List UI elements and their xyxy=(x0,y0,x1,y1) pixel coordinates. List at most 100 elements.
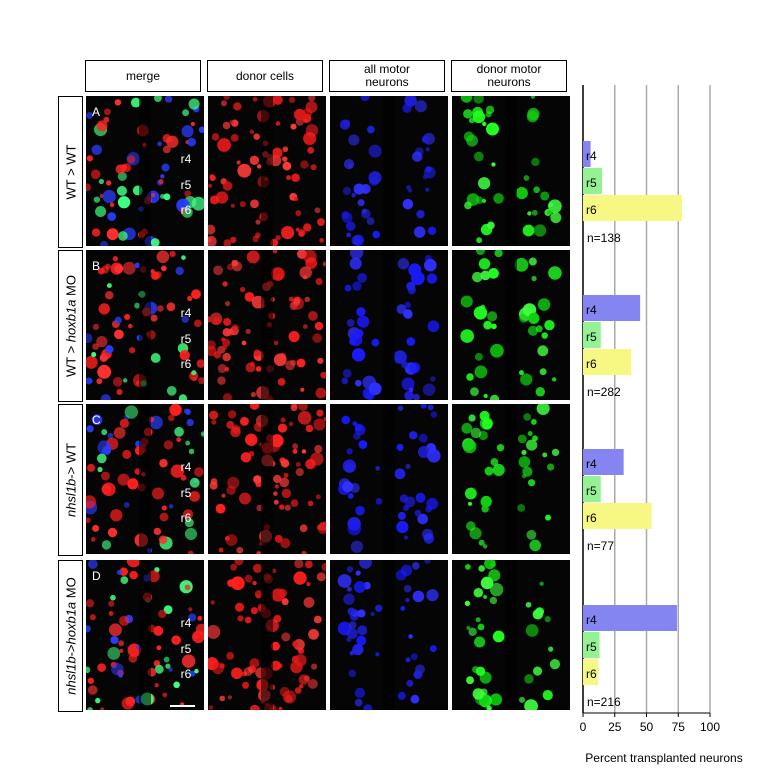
cell xyxy=(224,301,231,307)
cell xyxy=(244,616,252,624)
cell xyxy=(307,146,315,154)
cell xyxy=(106,283,112,289)
cell xyxy=(421,528,434,541)
cell xyxy=(466,676,474,685)
cell xyxy=(396,443,404,451)
micrograph-cells xyxy=(208,96,325,246)
cell xyxy=(357,315,370,328)
cell xyxy=(342,481,354,493)
cell xyxy=(357,272,368,283)
cell xyxy=(356,307,366,317)
cell xyxy=(464,563,471,570)
micrograph-cells xyxy=(460,96,562,246)
cell xyxy=(303,324,308,329)
cell xyxy=(192,376,197,382)
cell xyxy=(91,414,103,426)
bar-label: r5 xyxy=(586,176,597,190)
cell xyxy=(297,410,312,425)
cell xyxy=(239,416,249,426)
cell xyxy=(299,684,304,689)
cell xyxy=(163,440,174,450)
cell xyxy=(405,657,411,663)
cell xyxy=(492,463,505,477)
cell xyxy=(400,606,406,611)
cell xyxy=(116,569,122,575)
cell xyxy=(461,422,473,434)
cell xyxy=(188,613,197,622)
cell xyxy=(483,594,488,599)
cell xyxy=(351,192,356,198)
cell xyxy=(492,630,505,643)
cell xyxy=(357,609,366,618)
cell xyxy=(474,365,488,379)
cell xyxy=(313,615,322,624)
cell xyxy=(317,218,325,226)
cell xyxy=(282,156,288,162)
cell xyxy=(341,377,349,385)
cell xyxy=(402,103,412,113)
cell xyxy=(226,420,235,429)
cell xyxy=(209,173,215,179)
cell xyxy=(227,695,232,700)
cell xyxy=(150,192,156,198)
midline xyxy=(261,404,273,554)
cell xyxy=(416,209,425,219)
cell xyxy=(119,615,130,626)
cell xyxy=(86,517,91,524)
cell xyxy=(478,539,485,546)
cell xyxy=(256,164,262,169)
cell xyxy=(91,352,97,358)
cell xyxy=(278,706,283,710)
cell xyxy=(86,155,93,162)
cell xyxy=(343,119,351,127)
cell xyxy=(209,195,220,205)
cell xyxy=(481,505,489,513)
cell xyxy=(123,502,130,508)
row-label-part: nhsl1b xyxy=(63,656,78,695)
cell xyxy=(87,685,98,695)
bar xyxy=(583,168,603,194)
cell xyxy=(361,208,367,214)
cell xyxy=(349,250,364,260)
row-label-part: hoxb1a xyxy=(63,601,78,645)
cell xyxy=(181,125,194,138)
cell xyxy=(536,404,550,416)
cell xyxy=(522,466,533,477)
cell xyxy=(195,623,204,636)
cell xyxy=(301,449,307,454)
cell xyxy=(342,186,352,196)
cell xyxy=(299,266,312,279)
cell xyxy=(404,301,411,308)
cell xyxy=(466,521,476,531)
bar-label: r4 xyxy=(586,457,597,471)
cell xyxy=(180,208,186,214)
cell xyxy=(249,404,260,410)
cell xyxy=(253,349,261,357)
cell xyxy=(134,302,141,309)
cell xyxy=(522,224,535,237)
cell xyxy=(305,124,319,137)
cell xyxy=(316,409,324,417)
bar xyxy=(583,605,677,631)
cell xyxy=(413,670,423,679)
cell xyxy=(550,212,562,224)
cell xyxy=(353,581,366,593)
region-label: r5 xyxy=(181,332,192,346)
cell xyxy=(277,423,288,433)
row-label-text: nhsl1b-> WT xyxy=(63,443,78,517)
cell xyxy=(489,394,500,400)
bar-label: r5 xyxy=(586,330,597,344)
cell xyxy=(464,600,471,607)
bar xyxy=(583,322,601,348)
midline xyxy=(139,250,151,400)
cell xyxy=(104,291,114,300)
cell xyxy=(117,473,130,486)
cell xyxy=(519,696,526,703)
cell xyxy=(221,493,226,498)
micrograph xyxy=(330,404,448,554)
cell xyxy=(528,312,540,325)
cell xyxy=(394,468,406,480)
cell xyxy=(299,524,308,533)
cell xyxy=(222,352,231,362)
cell xyxy=(91,228,101,237)
